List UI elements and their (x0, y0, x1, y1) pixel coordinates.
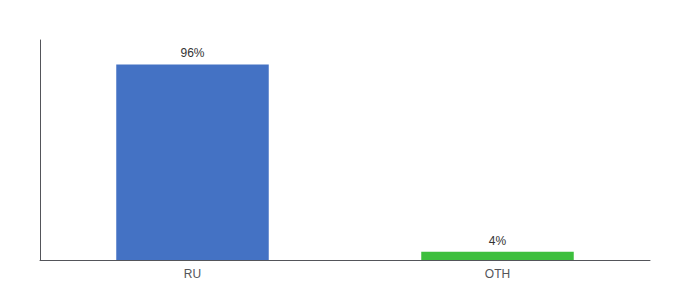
svg-text:96%: 96% (180, 46, 204, 60)
svg-text:OTH: OTH (485, 267, 510, 281)
svg-text:4%: 4% (489, 234, 507, 248)
svg-text:RU: RU (184, 267, 201, 281)
